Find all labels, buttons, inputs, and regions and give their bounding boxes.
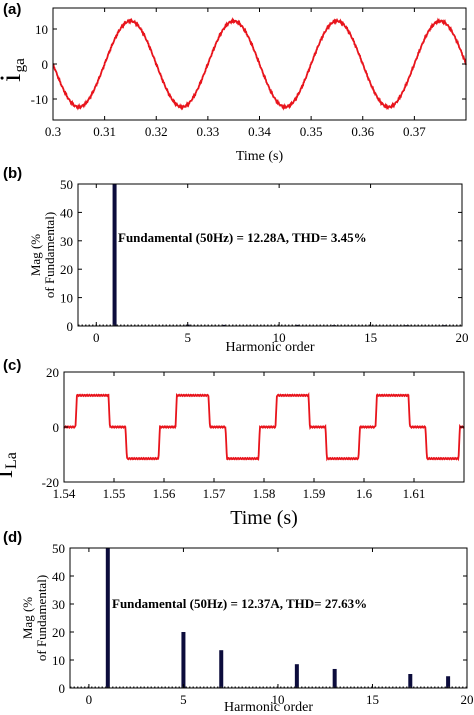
y-axis-label-main: i	[0, 470, 19, 478]
y-tick-label: 50	[52, 541, 65, 556]
y-axis-label: Mag (% of Fundamental)	[20, 575, 49, 661]
harmonic-bar	[222, 324, 227, 326]
x-tick-label: 1.57	[203, 486, 226, 501]
y-tick-label: 20	[46, 365, 59, 380]
y-tick-label: 0	[59, 681, 66, 696]
panel-label: (d)	[3, 529, 22, 546]
x-tick-label: 0.32	[145, 124, 168, 139]
y-tick-label: -20	[42, 475, 59, 490]
y-axis-label-sub: La	[3, 452, 20, 469]
x-axis-label: Time (s)	[230, 507, 298, 529]
y-tick-label: 0	[67, 319, 74, 334]
y-axis-label-line: of Fundamental)	[34, 575, 49, 661]
x-tick-label: 1.58	[253, 486, 276, 501]
x-tick-label: 1.56	[153, 486, 176, 501]
x-tick-label: 1.55	[103, 486, 126, 501]
y-axis-label-line: of Fundamental)	[42, 212, 57, 298]
x-tick-label: 10	[271, 692, 284, 707]
x-tick-label: 0.35	[300, 124, 323, 139]
harmonic-bar	[408, 674, 413, 688]
y-tick-label: 10	[60, 291, 73, 306]
x-tick-label: 1.61	[403, 486, 426, 501]
x-tick-label: 10	[273, 330, 286, 345]
x-axis-label: Time (s)	[236, 149, 284, 164]
x-tick-label: 15	[364, 330, 377, 345]
harmonic-bar	[181, 632, 186, 688]
x-tick-label: 5	[184, 330, 191, 345]
harmonic-bar	[294, 664, 299, 688]
harmonic-bar	[295, 324, 300, 326]
x-tick-label: 1.54	[53, 486, 76, 501]
y-tick-label: 0	[53, 420, 60, 435]
x-tick-label: 0.37	[403, 124, 426, 139]
x-tick-label: 0.33	[197, 124, 220, 139]
x-tick-label: 20	[456, 330, 469, 345]
y-tick-label: 10	[52, 653, 65, 668]
x-tick-label: 15	[366, 692, 379, 707]
y-tick-label: 30	[52, 597, 65, 612]
x-tick-label: 0	[86, 692, 93, 707]
y-axis-label: iLa	[0, 452, 20, 478]
harmonic-bar	[112, 184, 117, 326]
y-tick-label: 40	[60, 205, 73, 220]
harmonic-bar	[446, 676, 451, 688]
y-tick-label: 50	[60, 177, 73, 192]
x-tick-label: 1.6	[356, 486, 373, 501]
y-tick-label: 20	[52, 625, 65, 640]
x-tick-label: 0.3	[45, 124, 61, 139]
y-tick-label: 40	[52, 569, 65, 584]
y-tick-label: -10	[31, 92, 48, 107]
panel-label: (c)	[3, 357, 21, 374]
plot-frame	[77, 183, 463, 327]
harmonic-bar	[332, 668, 337, 688]
series-line	[63, 392, 465, 462]
x-axis-label: Harmonic order	[225, 340, 314, 355]
x-tick-label: 5	[180, 692, 187, 707]
thd-annotation: Fundamental (50Hz) = 12.37A, THD= 27.63%	[112, 596, 367, 611]
panel-label: (a)	[3, 1, 21, 18]
y-axis-label-sub: ga	[12, 58, 28, 73]
x-tick-label: 20	[461, 692, 474, 707]
y-axis-label: iga	[0, 58, 28, 82]
y-tick-label: 30	[60, 234, 73, 249]
series-line	[52, 16, 467, 111]
x-tick-label: 0.31	[93, 124, 116, 139]
y-axis-label-line: Mag (%	[28, 234, 43, 276]
plot-frame	[69, 547, 468, 689]
x-tick-label: 0.34	[248, 124, 271, 139]
x-tick-label: 0.36	[351, 124, 374, 139]
y-axis-label-line: Mag (%	[20, 597, 35, 639]
panel-label: (b)	[3, 165, 22, 182]
y-axis-label-main: i	[0, 74, 27, 82]
y-tick-label: 20	[60, 262, 73, 277]
harmonic-bar	[219, 650, 224, 688]
harmonic-bar	[105, 548, 110, 688]
thd-annotation: Fundamental (50Hz) = 12.28A, THD= 3.45%	[118, 230, 367, 245]
y-axis-label: Mag (% of Fundamental)	[28, 212, 57, 298]
y-tick-label: 0	[42, 57, 49, 72]
x-axis-label: Harmonic order	[224, 700, 313, 715]
x-tick-label: 0	[93, 330, 100, 345]
x-tick-label: 1.59	[303, 486, 326, 501]
y-tick-label: 10	[35, 22, 48, 37]
